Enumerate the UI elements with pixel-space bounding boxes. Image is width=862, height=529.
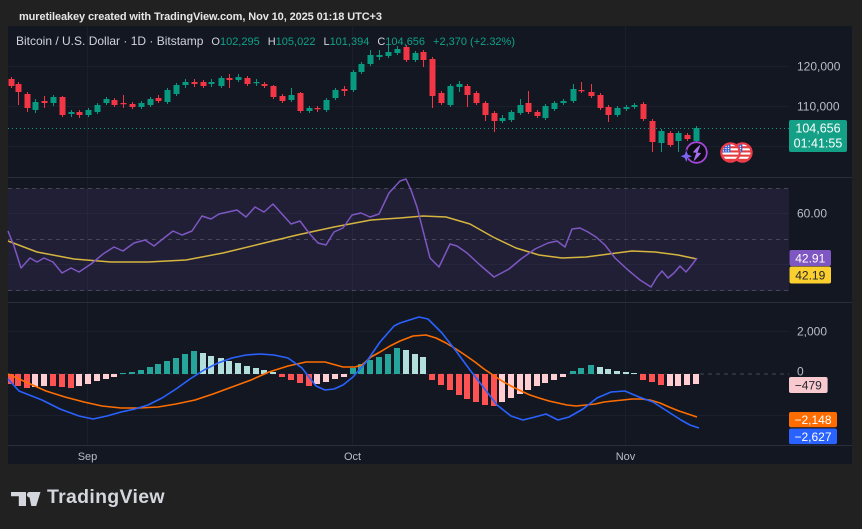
svg-text:−2,148: −2,148 — [794, 413, 831, 427]
svg-text:Sep: Sep — [78, 451, 98, 463]
svg-text:42.91: 42.91 — [795, 252, 825, 266]
svg-text:Oct: Oct — [344, 451, 361, 463]
svg-text:104,656: 104,656 — [795, 122, 840, 136]
svg-text:60.00: 60.00 — [797, 207, 827, 221]
svg-text:2,000: 2,000 — [797, 325, 827, 339]
svg-text:−479: −479 — [795, 379, 822, 393]
svg-text:−2,627: −2,627 — [794, 430, 831, 444]
svg-text:0: 0 — [797, 365, 804, 379]
svg-text:110,000: 110,000 — [797, 100, 840, 114]
svg-text:01:41:55: 01:41:55 — [794, 137, 843, 151]
svg-text:120,000: 120,000 — [797, 60, 841, 74]
svg-text:42.19: 42.19 — [795, 269, 825, 283]
svg-text:Nov: Nov — [616, 451, 636, 463]
